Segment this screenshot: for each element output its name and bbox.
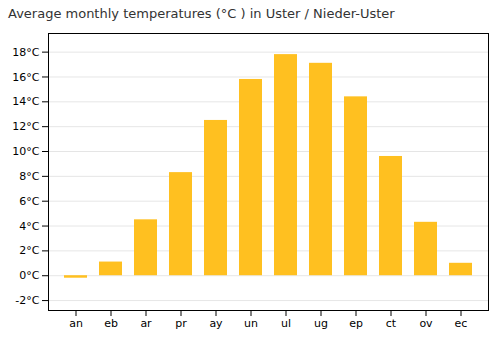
svg-text:ay: ay: [209, 317, 223, 330]
svg-text:8°C: 8°C: [19, 170, 39, 183]
svg-text:ep: ep: [349, 317, 363, 330]
svg-text:pr: pr: [175, 317, 187, 330]
svg-text:ct: ct: [386, 317, 397, 330]
svg-text:-2°C: -2°C: [15, 294, 39, 307]
svg-text:ec: ec: [455, 317, 468, 330]
html-text:Average monthly temperatures (: Average monthly temperatures (°C ) in Us…: [8, 6, 395, 21]
svg-text:un: un: [244, 317, 258, 330]
svg-text:18°C: 18°C: [12, 46, 39, 59]
svg-text:ar: ar: [140, 317, 152, 330]
svg-text:0°C: 0°C: [19, 269, 39, 282]
svg-text:4°C: 4°C: [19, 220, 39, 233]
svg-text:ug: ug: [314, 317, 328, 330]
svg-text:ov: ov: [419, 317, 433, 330]
svg-text:eb: eb: [104, 317, 118, 330]
svg-text:12°C: 12°C: [12, 120, 39, 133]
svg-text:16°C: 16°C: [12, 70, 39, 83]
svg-text:ul: ul: [281, 317, 291, 330]
svg-text:6°C: 6°C: [19, 195, 39, 208]
svg-text:an: an: [69, 317, 83, 330]
svg-text:14°C: 14°C: [12, 95, 39, 108]
svg-text:10°C: 10°C: [12, 145, 39, 158]
svg-text:2°C: 2°C: [19, 244, 39, 257]
